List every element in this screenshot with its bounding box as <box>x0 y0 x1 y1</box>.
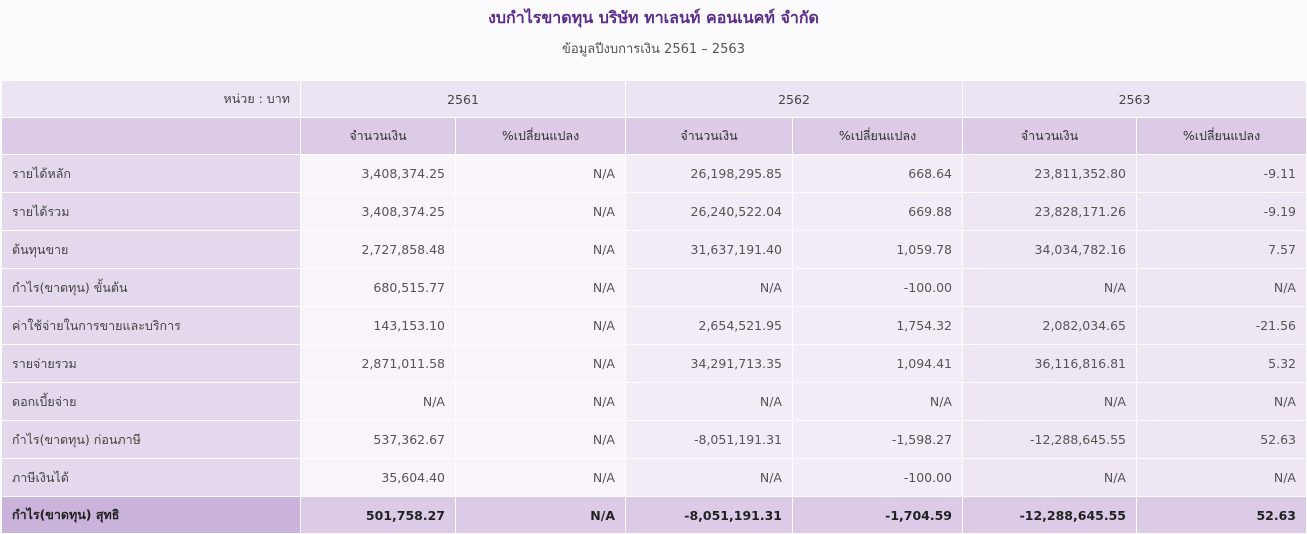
page-title: งบกำไรขาดทุน บริษัท ทาเลนท์ คอนเนคท์ จำก… <box>488 8 819 27</box>
table-cell: N/A <box>962 268 1137 307</box>
table-cell: 669.88 <box>792 192 963 231</box>
table-cell: N/A <box>455 306 626 345</box>
table-cell: N/A <box>625 268 793 307</box>
row-label: ต้นทุนขาย <box>1 230 301 269</box>
table-cell: 3,408,374.25 <box>300 154 456 193</box>
table-cell: 36,116,816.81 <box>962 344 1137 383</box>
table-cell: -21.56 <box>1136 306 1307 345</box>
income-statement-table: หน่วย : บาท 2561 2562 2563 จำนวนเงิน %เป… <box>1 80 1307 534</box>
table-cell: N/A <box>1136 268 1307 307</box>
year-header-row: หน่วย : บาท 2561 2562 2563 <box>1 80 1307 118</box>
table-cell: 26,198,295.85 <box>625 154 793 193</box>
total-cell: -8,051,191.31 <box>625 496 793 534</box>
table-cell: N/A <box>455 344 626 383</box>
row-label: รายได้รวม <box>1 192 301 231</box>
row-label: ค่าใช้จ่ายในการขายและบริการ <box>1 306 301 345</box>
total-row: กำไร(ขาดทุน) สุทธิ 501,758.27 N/A -8,051… <box>1 496 1307 534</box>
table-cell: N/A <box>625 458 793 497</box>
table-cell: 5.32 <box>1136 344 1307 383</box>
table-cell: 35,604.40 <box>300 458 456 497</box>
table-cell: 23,811,352.80 <box>962 154 1137 193</box>
table-cell: N/A <box>455 230 626 269</box>
table-cell: 31,637,191.40 <box>625 230 793 269</box>
table-cell: 7.57 <box>1136 230 1307 269</box>
column-header-change: %เปลี่ยนแปลง <box>1136 117 1307 155</box>
table-cell: N/A <box>455 154 626 193</box>
table-cell: -12,288,645.55 <box>962 420 1137 459</box>
row-label: ภาษีเงินได้ <box>1 458 301 497</box>
table-cell: N/A <box>455 458 626 497</box>
table-cell: -1,598.27 <box>792 420 963 459</box>
total-cell: 501,758.27 <box>300 496 456 534</box>
table-cell: N/A <box>1136 458 1307 497</box>
row-label: ดอกเบี้ยจ่าย <box>1 382 301 421</box>
table-row: กำไร(ขาดทุน) ขั้นต้น 680,515.77 N/A N/A … <box>1 268 1307 307</box>
table-cell: -8,051,191.31 <box>625 420 793 459</box>
year-header-2563: 2563 <box>962 80 1307 118</box>
column-header-row: จำนวนเงิน %เปลี่ยนแปลง จำนวนเงิน %เปลี่ย… <box>1 117 1307 155</box>
row-label: กำไร(ขาดทุน) ก่อนภาษี <box>1 420 301 459</box>
table-row: ค่าใช้จ่ายในการขายและบริการ 143,153.10 N… <box>1 306 1307 345</box>
table-cell: 1,754.32 <box>792 306 963 345</box>
table-cell: 2,871,011.58 <box>300 344 456 383</box>
table-cell: 26,240,522.04 <box>625 192 793 231</box>
table-cell: 3,408,374.25 <box>300 192 456 231</box>
row-label: รายจ่ายรวม <box>1 344 301 383</box>
year-header-2561: 2561 <box>300 80 626 118</box>
table-cell: -9.11 <box>1136 154 1307 193</box>
column-header-amount: จำนวนเงิน <box>625 117 793 155</box>
table-cell: 34,291,713.35 <box>625 344 793 383</box>
row-label: รายได้หลัก <box>1 154 301 193</box>
total-row-label: กำไร(ขาดทุน) สุทธิ <box>1 496 301 534</box>
table-row: รายจ่ายรวม 2,871,011.58 N/A 34,291,713.3… <box>1 344 1307 383</box>
table-cell: N/A <box>455 382 626 421</box>
table-cell: 537,362.67 <box>300 420 456 459</box>
total-cell: 52.63 <box>1136 496 1307 534</box>
page-subtitle: ข้อมูลปีงบการเงิน 2561 – 2563 <box>562 42 745 57</box>
table-cell: 2,727,858.48 <box>300 230 456 269</box>
table-row: รายได้หลัก 3,408,374.25 N/A 26,198,295.8… <box>1 154 1307 193</box>
table-row: กำไร(ขาดทุน) ก่อนภาษี 537,362.67 N/A -8,… <box>1 420 1307 459</box>
table-cell: 52.63 <box>1136 420 1307 459</box>
row-label: กำไร(ขาดทุน) ขั้นต้น <box>1 268 301 307</box>
column-header-change: %เปลี่ยนแปลง <box>792 117 963 155</box>
column-header-amount: จำนวนเงิน <box>300 117 456 155</box>
year-header-2562: 2562 <box>625 80 963 118</box>
table-cell: 2,082,034.65 <box>962 306 1137 345</box>
table-cell: N/A <box>625 382 793 421</box>
table-cell: N/A <box>455 192 626 231</box>
total-cell: -12,288,645.55 <box>962 496 1137 534</box>
table-row: ต้นทุนขาย 2,727,858.48 N/A 31,637,191.40… <box>1 230 1307 269</box>
table-cell: 34,034,782.16 <box>962 230 1137 269</box>
column-header-amount: จำนวนเงิน <box>962 117 1137 155</box>
table-cell: N/A <box>455 268 626 307</box>
table-row: ดอกเบี้ยจ่าย N/A N/A N/A N/A N/A N/A <box>1 382 1307 421</box>
table-cell: 2,654,521.95 <box>625 306 793 345</box>
table-row: รายได้รวม 3,408,374.25 N/A 26,240,522.04… <box>1 192 1307 231</box>
table-cell: 23,828,171.26 <box>962 192 1137 231</box>
table-cell: N/A <box>1136 382 1307 421</box>
table-cell: 143,153.10 <box>300 306 456 345</box>
table-row: ภาษีเงินได้ 35,604.40 N/A N/A -100.00 N/… <box>1 458 1307 497</box>
table-cell: 1,059.78 <box>792 230 963 269</box>
table-cell: 1,094.41 <box>792 344 963 383</box>
unit-label: หน่วย : บาท <box>1 80 301 118</box>
row-label-header <box>1 117 301 155</box>
table-cell: -9.19 <box>1136 192 1307 231</box>
table-cell: N/A <box>455 420 626 459</box>
table-cell: -100.00 <box>792 458 963 497</box>
table-cell: N/A <box>300 382 456 421</box>
table-cell: 668.64 <box>792 154 963 193</box>
column-header-change: %เปลี่ยนแปลง <box>455 117 626 155</box>
total-cell: N/A <box>455 496 626 534</box>
table-cell: 680,515.77 <box>300 268 456 307</box>
table-cell: N/A <box>962 382 1137 421</box>
total-cell: -1,704.59 <box>792 496 963 534</box>
table-cell: N/A <box>962 458 1137 497</box>
table-cell: N/A <box>792 382 963 421</box>
table-cell: -100.00 <box>792 268 963 307</box>
